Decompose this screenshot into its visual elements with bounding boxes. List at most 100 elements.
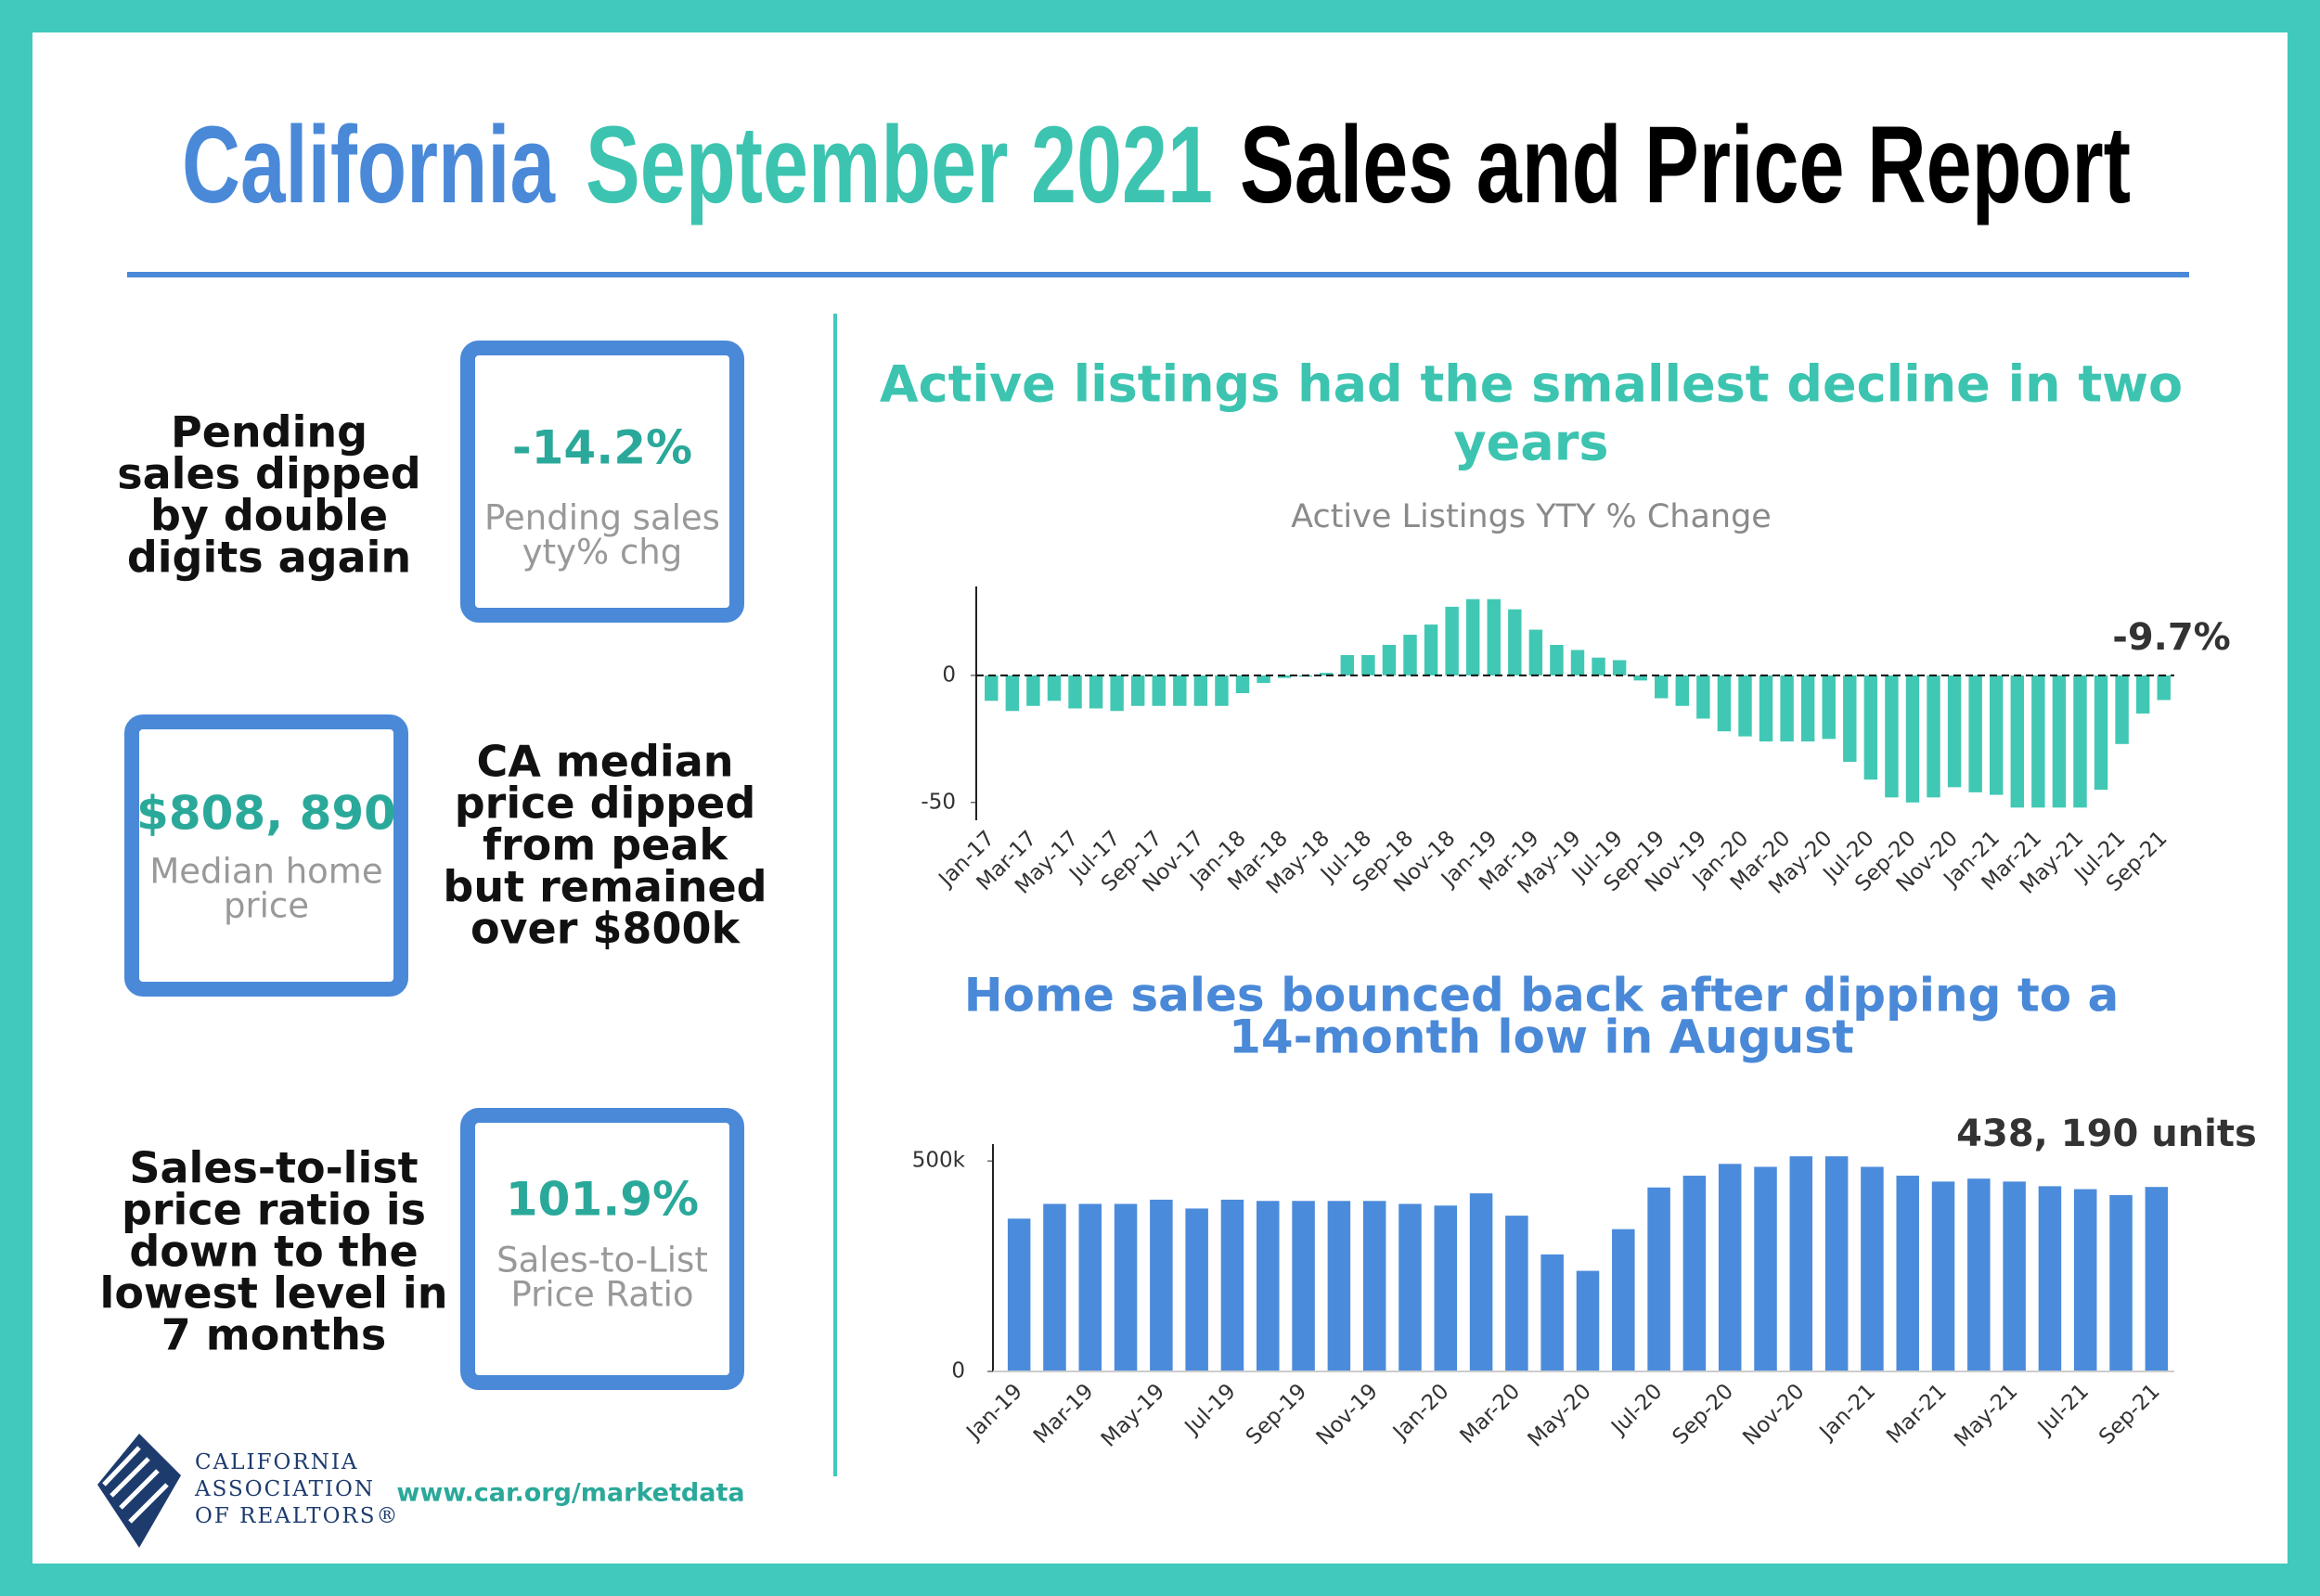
y-tick-label: 0 <box>942 663 956 687</box>
stat-box <box>124 714 408 997</box>
stat-label: Pending sales <box>484 498 720 538</box>
bar <box>1990 675 2004 795</box>
bar <box>1320 673 1334 676</box>
bar <box>1235 675 1250 694</box>
stat-label: Price Ratio <box>510 1275 693 1315</box>
stat-headline: by double <box>150 491 388 541</box>
bar <box>1655 675 1669 699</box>
bar <box>1612 1229 1635 1371</box>
bar <box>1327 1201 1351 1371</box>
bar <box>1633 675 1647 681</box>
y-tick-label: -50 <box>921 790 956 814</box>
bar <box>1780 675 1794 742</box>
bar <box>1150 1199 1173 1371</box>
bar <box>1682 1176 1707 1371</box>
bar <box>1540 1254 1564 1371</box>
bar <box>1675 675 1690 706</box>
stat-headline: lowest level in <box>100 1268 448 1319</box>
stat-headline: digits again <box>127 533 411 583</box>
bar <box>2109 1194 2133 1371</box>
bar <box>1896 1176 1919 1371</box>
stat-headline: Pending <box>171 407 367 457</box>
stat-headline: price ratio is <box>122 1185 426 1235</box>
bar <box>1576 1270 1600 1371</box>
bar <box>1434 1205 1458 1371</box>
stat-headline: but remained <box>443 862 767 912</box>
bar <box>1469 1193 1493 1371</box>
bar <box>1340 654 1355 676</box>
bar <box>1931 1181 1955 1371</box>
stat-label: Median home <box>149 852 382 892</box>
bar <box>1738 675 1752 737</box>
stat-headline: CA median <box>477 737 734 787</box>
bar <box>1043 1203 1066 1371</box>
stat-value: $808, 890 <box>136 787 396 841</box>
stat-label: yty% chg <box>522 533 683 573</box>
stat-box <box>460 1108 744 1390</box>
bar <box>2003 1181 2026 1371</box>
bar <box>2145 1187 2169 1371</box>
stat-value: 101.9% <box>506 1173 699 1227</box>
chart-title: years <box>1453 414 1608 472</box>
bar <box>1257 1201 1280 1371</box>
chart-title: 14-month low in August <box>1229 1010 1854 1064</box>
bar <box>1927 675 1940 798</box>
bar <box>1789 1156 1813 1371</box>
bar <box>1824 1156 1849 1371</box>
bar <box>2115 675 2129 744</box>
bar <box>1078 1203 1102 1371</box>
bar <box>1152 675 1166 706</box>
bar <box>1843 675 1857 762</box>
bar <box>1612 660 1627 676</box>
bar <box>1257 675 1270 684</box>
bar <box>2073 675 2087 808</box>
bar <box>1424 624 1438 676</box>
bar <box>1445 606 1459 676</box>
stat-label: Sales-to-List <box>496 1241 708 1281</box>
bar <box>1361 654 1375 676</box>
bar <box>1717 675 1732 732</box>
bar <box>2073 1189 2097 1371</box>
org-name: ASSOCIATION <box>194 1477 375 1501</box>
bar <box>1822 675 1836 740</box>
stat-headline: Sales-to-list <box>129 1143 418 1193</box>
bar <box>1550 645 1564 676</box>
bar <box>1570 650 1585 676</box>
bar <box>2157 675 2171 701</box>
annotation: 438, 190 units <box>1956 1113 2257 1155</box>
bar <box>1403 635 1417 676</box>
bar <box>1863 675 1878 780</box>
bar <box>1718 1164 1742 1371</box>
bar <box>2135 675 2150 714</box>
annotation: -9.7% <box>2112 616 2231 659</box>
footer: CALIFORNIA ASSOCIATION OF REALTORS®www.car… <box>194 1450 745 1528</box>
stat-value: -14.2% <box>512 421 692 475</box>
title-period: September 2021 <box>586 104 1213 226</box>
logo <box>97 1434 181 1548</box>
bar <box>1647 1187 1670 1371</box>
bar <box>1047 675 1062 701</box>
bar <box>1026 675 1040 706</box>
bar <box>1110 675 1124 712</box>
bar <box>1947 675 1962 788</box>
bar <box>2038 1186 2062 1371</box>
bar <box>1592 657 1605 676</box>
bar <box>1185 1208 1208 1371</box>
bar <box>1215 675 1229 706</box>
bar <box>1754 1166 1777 1371</box>
stat-headline: from peak <box>483 820 728 870</box>
chart-title: Active listings had the smallest decline… <box>880 355 2183 414</box>
url: www.car.org/marketdata <box>396 1479 744 1508</box>
bar <box>1114 1203 1138 1371</box>
bar <box>1173 675 1187 706</box>
bar <box>1759 675 1773 742</box>
bar <box>2010 675 2025 808</box>
bar <box>1382 645 1397 676</box>
bar <box>1362 1201 1386 1371</box>
y-tick-label: 0 <box>951 1359 965 1384</box>
bar <box>1465 598 1480 676</box>
bar <box>1007 1218 1031 1371</box>
bar <box>1277 675 1292 678</box>
